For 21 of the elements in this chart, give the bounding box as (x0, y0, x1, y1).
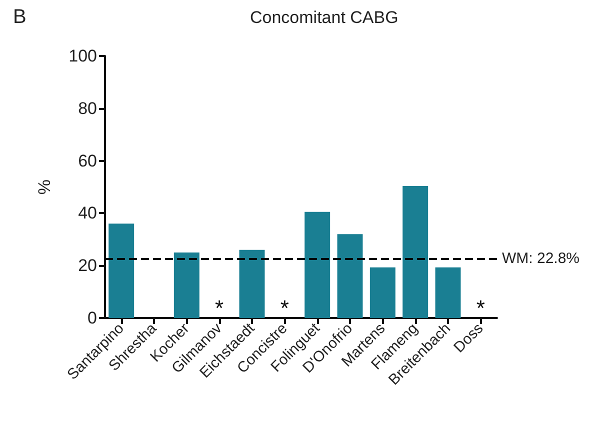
bar (402, 186, 428, 318)
annotation: * (215, 296, 224, 320)
bar (370, 267, 396, 318)
annotation: * (280, 296, 290, 320)
bar (108, 224, 134, 318)
bar (435, 267, 461, 318)
ref-line-label: WM: 22.8% (502, 250, 580, 267)
text: B (13, 6, 26, 28)
bar (174, 252, 200, 318)
bar (239, 250, 265, 318)
chart-title: Concomitant CABG (250, 8, 398, 27)
y-tick-label: 0 (88, 308, 97, 328)
bar (337, 234, 363, 318)
y-tick-label: 40 (78, 204, 97, 223)
y-tick-label: 20 (78, 256, 97, 276)
y-tick-label: 80 (78, 98, 97, 118)
y-axis-title: % (35, 179, 54, 195)
annotation: * (476, 296, 486, 320)
y-tick-label: 60 (78, 151, 97, 170)
bar (304, 212, 330, 318)
y-tick-label: 100 (68, 46, 97, 66)
